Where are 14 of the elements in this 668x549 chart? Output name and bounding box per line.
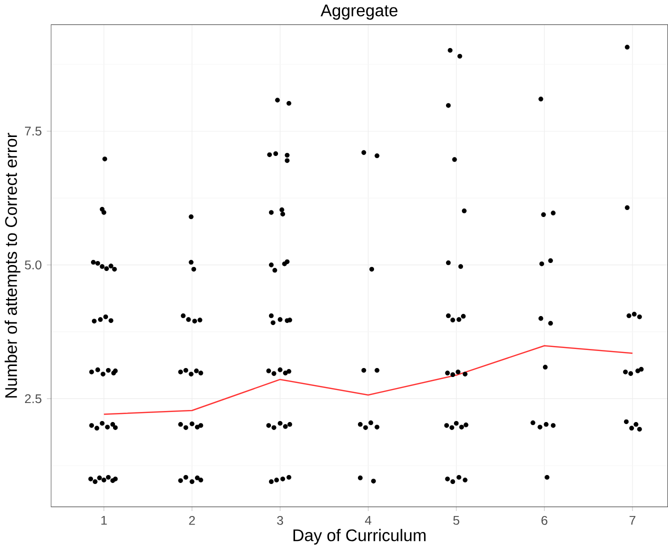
y-axis-title: Number of attempts to Correct error (4, 132, 20, 398)
x-axis-title: Day of Curriculum (293, 528, 426, 544)
y-tick-label: 7.5 (25, 126, 42, 136)
y-tick-label: 2.5 (25, 394, 42, 404)
x-tick-label: 1 (101, 516, 107, 525)
line-series (103, 344, 634, 415)
x-tick-label: 7 (630, 516, 636, 525)
chart-title: Aggregate (320, 4, 398, 20)
x-tick-label: 5 (453, 516, 460, 525)
x-tick-label: 6 (542, 516, 548, 525)
x-tick-label: 2 (189, 516, 195, 525)
y-tick-label: 5.0 (24, 260, 42, 270)
x-tick-label: 3 (277, 516, 284, 525)
x-tick-label: 4 (364, 516, 372, 525)
